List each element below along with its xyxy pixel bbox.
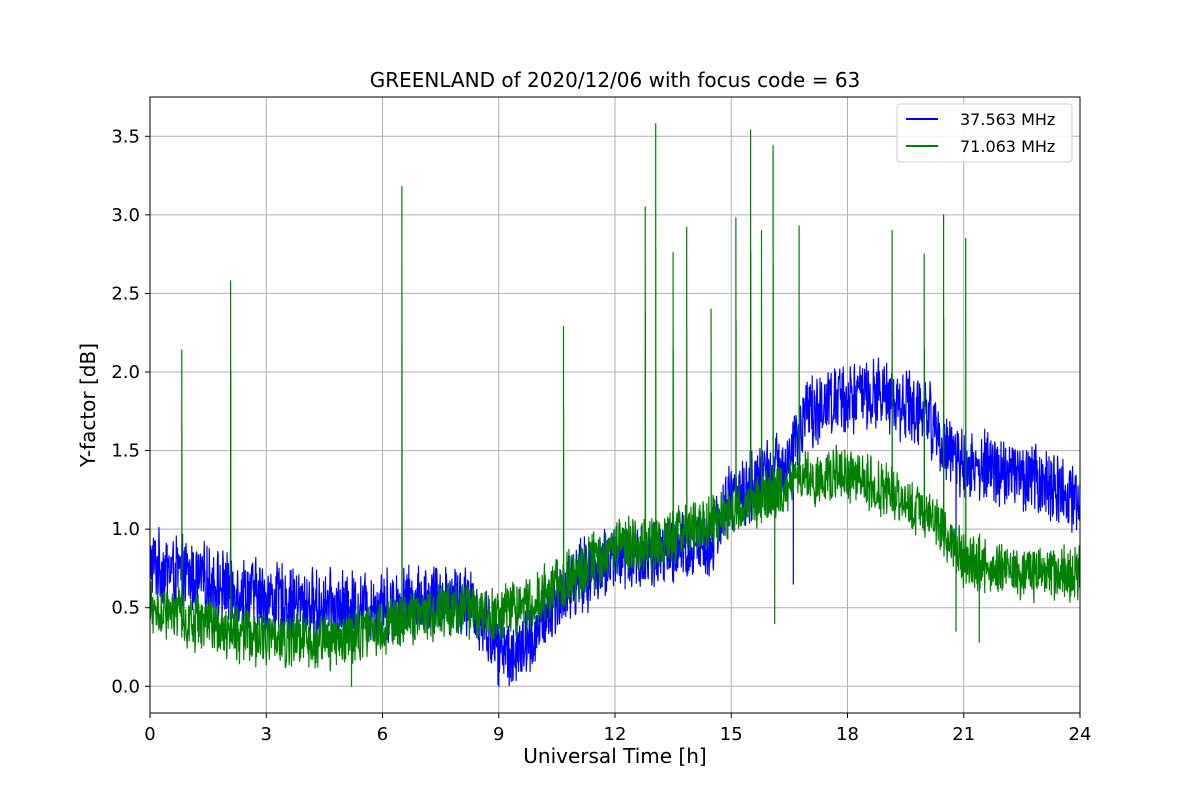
y-tick-label: 0.5: [111, 598, 140, 619]
x-tick-label: 15: [720, 724, 743, 745]
y-tick-label: 3.5: [111, 126, 140, 147]
chart-title: GREENLAND of 2020/12/06 with focus code …: [370, 68, 861, 92]
y-tick-label: 2.5: [111, 283, 140, 304]
x-tick-label: 12: [604, 724, 627, 745]
legend-label-37mhz: 37.563 MHz: [960, 110, 1055, 129]
y-tick-label: 1.5: [111, 441, 140, 462]
x-tick-label: 18: [836, 724, 859, 745]
y-tick-label: 2.0: [111, 362, 140, 383]
axis-ticks: 0 3 6 9 12 15 18 21 24 0.0 0.5 1.0 1.5 2.0 2.5 3.0 3.5: [111, 126, 1091, 745]
legend-label-71mhz: 71.063 MHz: [960, 137, 1055, 156]
x-axis-title: Universal Time [h]: [523, 744, 706, 768]
x-tick-label: 21: [952, 724, 975, 745]
x-tick-label: 0: [144, 724, 155, 745]
y-tick-label: 3.0: [111, 205, 140, 226]
x-tick-label: 9: [493, 724, 504, 745]
y-tick-label: 1.0: [111, 519, 140, 540]
x-tick-label: 24: [1069, 724, 1092, 745]
x-tick-label: 3: [261, 724, 272, 745]
legend: 37.563 MHz 71.063 MHz: [896, 103, 1073, 163]
y-axis-title: Y-factor [dB]: [76, 343, 100, 468]
series-group: [149, 123, 1081, 687]
y-tick-label: 0.0: [111, 676, 140, 697]
legend-box: [896, 103, 1073, 163]
x-tick-label: 6: [377, 724, 388, 745]
series-line-71-063-mhz: [149, 123, 1081, 687]
